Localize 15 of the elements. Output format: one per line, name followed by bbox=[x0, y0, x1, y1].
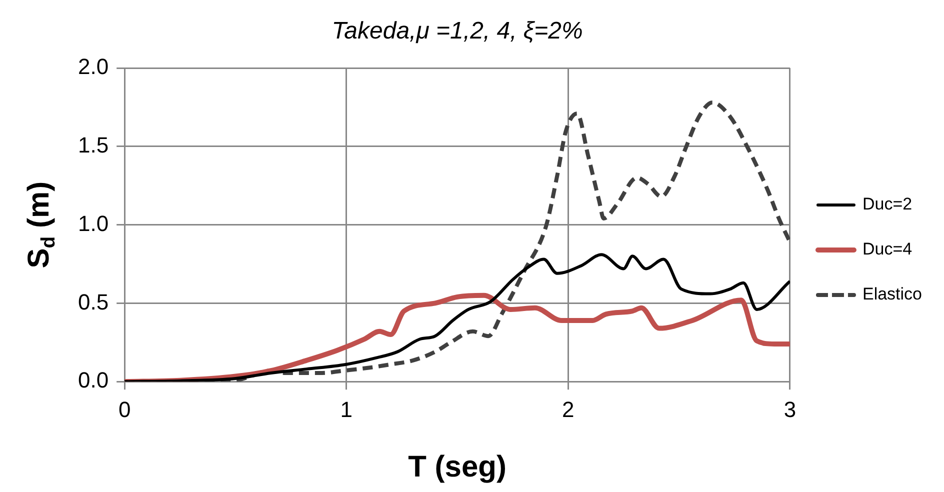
y-tick-label: 1.0 bbox=[78, 210, 109, 236]
legend-label: Elastico bbox=[862, 284, 922, 304]
legend-label: Duc=2 bbox=[862, 194, 912, 214]
x-tick-label: 3 bbox=[784, 396, 796, 422]
chart-title: Takeda,μ =1,2, 4, ξ=2% bbox=[332, 18, 583, 45]
y-tick-label: 1.5 bbox=[78, 132, 109, 158]
x-tick-label: 0 bbox=[118, 396, 131, 422]
y-axis-title: Sd (m) bbox=[22, 181, 60, 268]
x-axis-title: T (seg) bbox=[408, 450, 506, 484]
y-tick-label: 2.0 bbox=[78, 54, 109, 80]
x-tick-label: 1 bbox=[340, 396, 353, 422]
x-tick-label: 2 bbox=[562, 396, 574, 422]
y-tick-label: 0.5 bbox=[78, 289, 109, 314]
legend-label: Duc=4 bbox=[862, 240, 912, 259]
y-tick-label: 0.0 bbox=[78, 368, 109, 393]
